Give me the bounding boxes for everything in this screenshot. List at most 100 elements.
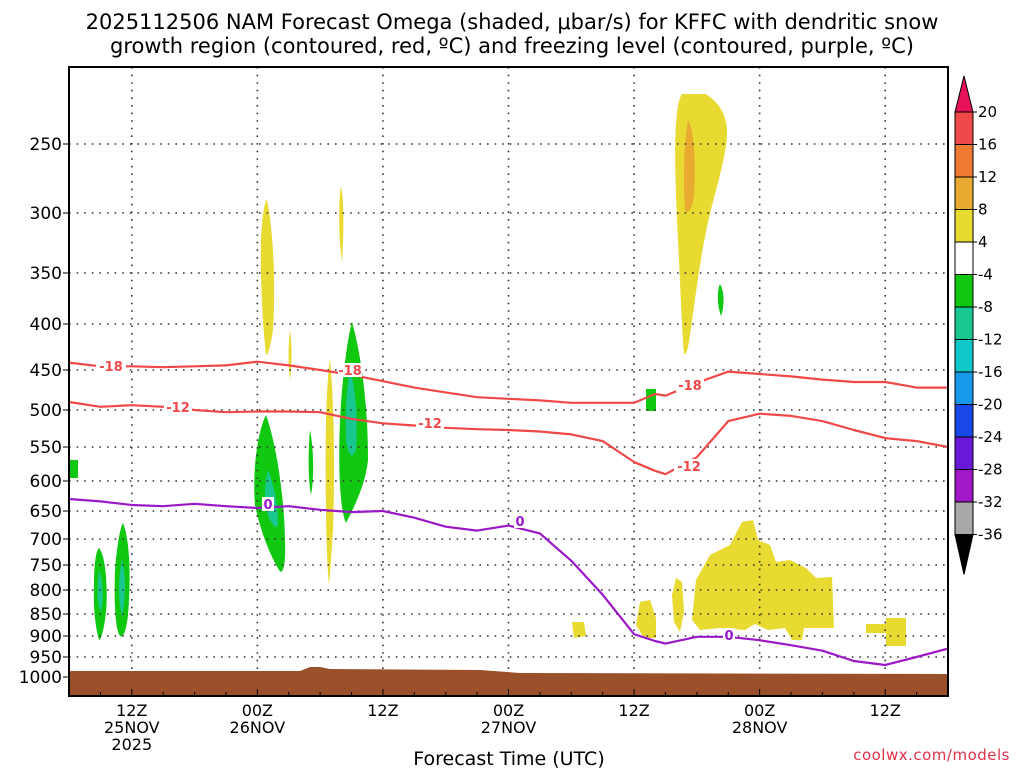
plot-frame	[68, 66, 949, 697]
y-tick-label-900: 900	[30, 627, 62, 647]
y-tick-label-650: 650	[30, 502, 62, 522]
label-zero-mid: 0	[515, 515, 524, 530]
y-tick-label-400: 400	[30, 315, 62, 335]
temperature-contours	[68, 360, 949, 667]
credit-text: coolwx.com/models	[853, 746, 1010, 764]
omega-region-pos-7	[692, 520, 834, 640]
colorbar-swatch-11	[954, 436, 974, 470]
ground-terrain	[69, 667, 948, 696]
label-minus18-mid: -18	[338, 364, 362, 379]
omega-region-neg-8	[308, 430, 314, 495]
label-minus12-right: -12	[677, 460, 701, 475]
colorbar-label-3: 8	[978, 201, 988, 219]
omega-region-neg-1	[70, 460, 78, 478]
y-tick-label-1000: 1000	[19, 668, 62, 688]
omega-region-pos-8	[636, 600, 656, 638]
omega-shading	[70, 94, 906, 646]
x-axis-title: Forecast Time (UTC)	[413, 748, 604, 768]
colorbar-label-5: -4	[978, 266, 993, 284]
omega-region-pos-5	[675, 94, 728, 355]
omega-region-neg-12	[717, 284, 724, 316]
colorbar-swatch-13	[954, 501, 974, 535]
omega-region-pos-6	[684, 120, 695, 212]
y-tick-label-350: 350	[30, 264, 62, 284]
label-minus18-left: -18	[99, 360, 123, 375]
y-tick-label-850: 850	[30, 605, 62, 625]
y-tick-label-700: 700	[30, 530, 62, 550]
label-zero-left: 0	[263, 498, 272, 513]
colorbar-swatch-9	[954, 371, 974, 405]
chart-title-line-2: growth region (contoured, red, ºC) and f…	[110, 34, 914, 58]
x-tick-label-1-line2: 26NOV	[230, 718, 286, 737]
label-minus18-right: -18	[678, 379, 702, 394]
omega-region-neg-11	[646, 389, 656, 411]
omega-region-neg-10	[345, 370, 357, 456]
colorbar-swatch-1	[954, 111, 974, 145]
colorbar-label-9: -20	[978, 396, 1003, 414]
colorbar: 20 16 12 8 4 -4 -8 -12 -16 -20 -24 -28 -32 -36	[954, 75, 1003, 575]
colorbar-swatch-3	[954, 176, 974, 210]
y-tick-label-950: 950	[30, 648, 62, 668]
x-tick-label-0-line3: 2025	[111, 735, 152, 754]
colorbar-label-12: -32	[978, 493, 1003, 511]
label-minus12-left: -12	[166, 401, 190, 416]
colorbar-label-4: 4	[978, 233, 988, 251]
label-minus12-mid: -12	[418, 417, 442, 432]
colorbar-swatch-6	[954, 274, 974, 308]
colorbar-label-6: -8	[978, 298, 993, 316]
omega-region-pos-9	[572, 622, 586, 638]
x-tick-label-3-line1: 00Z	[493, 701, 524, 720]
x-tick-label-0-line2: 25NOV	[104, 718, 160, 737]
y-tick-label-550: 550	[30, 438, 62, 458]
y-axis-ticks: 2503003504004505005506006507007508008509…	[19, 135, 69, 688]
colorbar-label-10: -24	[978, 428, 1003, 446]
y-tick-label-300: 300	[30, 204, 62, 224]
omega-region-pos-10	[672, 578, 684, 632]
colorbar-top-arrow	[954, 75, 974, 113]
chart-title-line-1: 2025112506 NAM Forecast Omega (shaded, μ…	[85, 10, 939, 34]
contour-dgz_-18C	[68, 360, 948, 404]
omega-region-pos-11	[866, 624, 886, 633]
contour-dgz_-12C	[68, 400, 949, 476]
colorbar-label-7: -12	[978, 331, 1003, 349]
x-tick-label-6-line1: 12Z	[870, 701, 901, 720]
colorbar-label-13: -36	[978, 526, 1003, 544]
omega-region-neg-3	[97, 570, 103, 612]
colorbar-swatch-10	[954, 404, 974, 438]
colorbar-label-0: 20	[978, 103, 997, 121]
omega-region-pos-12	[886, 618, 906, 646]
y-tick-label-600: 600	[30, 472, 62, 492]
y-tick-label-250: 250	[30, 135, 62, 155]
colorbar-swatch-7	[954, 306, 974, 340]
omega-region-pos-1	[260, 200, 275, 355]
y-tick-label-750: 750	[30, 556, 62, 576]
x-tick-label-5-line1: 00Z	[744, 701, 775, 720]
x-tick-label-0-line1: 12Z	[116, 701, 147, 720]
y-tick-label-800: 800	[30, 581, 62, 601]
colorbar-swatch-8	[954, 339, 974, 373]
x-tick-label-2-line1: 12Z	[367, 701, 398, 720]
colorbar-label-11: -28	[978, 461, 1003, 479]
colorbar-label-8: -16	[978, 363, 1003, 381]
omega-region-pos-3	[288, 330, 292, 380]
colorbar-bottom-arrow	[954, 534, 974, 575]
omega-region-pos-2	[339, 186, 344, 262]
colorbar-swatch-5	[954, 241, 974, 275]
omega-region-neg-5	[119, 560, 125, 615]
omega-region-pos-4	[325, 360, 334, 585]
y-tick-label-450: 450	[30, 361, 62, 381]
colorbar-label-1: 16	[978, 136, 997, 154]
label-zero-right: 0	[724, 629, 733, 644]
x-tick-label-4-line1: 12Z	[618, 701, 649, 720]
x-tick-label-5-line2: 28NOV	[732, 718, 788, 737]
colorbar-label-2: 12	[978, 168, 997, 186]
x-tick-label-3-line2: 27NOV	[481, 718, 537, 737]
x-tick-label-1-line1: 00Z	[242, 701, 273, 720]
contour-freezing_0C	[68, 497, 949, 667]
colorbar-swatch-4	[954, 209, 974, 243]
colorbar-swatch-12	[954, 469, 974, 503]
colorbar-swatch-2	[954, 144, 974, 178]
contour-labels: -18 -18 -18 -12 -12 -12 0 0 0	[96, 359, 735, 644]
